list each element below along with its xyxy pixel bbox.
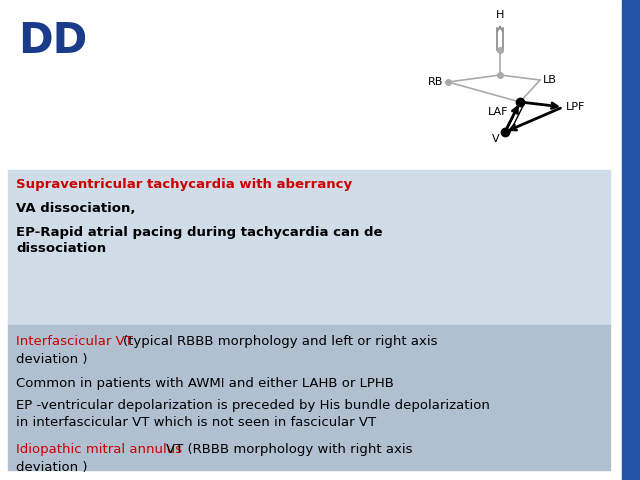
Text: Supraventricular tachycardia with aberrancy: Supraventricular tachycardia with aberra… xyxy=(16,178,352,191)
Text: VT (RBBB morphology with right axis: VT (RBBB morphology with right axis xyxy=(166,443,413,456)
Text: Common in patients with AWMI and either LAHB or LPHB: Common in patients with AWMI and either … xyxy=(16,377,394,390)
Bar xyxy=(8,325,610,470)
Text: deviation ): deviation ) xyxy=(16,461,88,474)
Text: H: H xyxy=(496,10,504,20)
Text: deviation ): deviation ) xyxy=(16,353,88,366)
Text: V: V xyxy=(492,134,500,144)
Bar xyxy=(8,170,610,325)
Text: Idiopathic mitral annulus: Idiopathic mitral annulus xyxy=(16,443,182,456)
Text: VA dissociation,: VA dissociation, xyxy=(16,202,136,215)
Text: LB: LB xyxy=(543,75,557,85)
Bar xyxy=(622,0,640,480)
Text: EP -ventricular depolarization is preceded by His bundle depolarization
in inter: EP -ventricular depolarization is preced… xyxy=(16,399,490,429)
Text: DD: DD xyxy=(18,20,87,62)
Text: RB: RB xyxy=(428,77,443,87)
Text: Interfascicular VT: Interfascicular VT xyxy=(16,335,133,348)
Text: LAF: LAF xyxy=(488,107,508,117)
Text: LPF: LPF xyxy=(566,102,586,112)
Text: EP-Rapid atrial pacing during tachycardia can de
dissociation: EP-Rapid atrial pacing during tachycardi… xyxy=(16,226,383,255)
Text: (typical RBBB morphology and left or right axis: (typical RBBB morphology and left or rig… xyxy=(123,335,438,348)
